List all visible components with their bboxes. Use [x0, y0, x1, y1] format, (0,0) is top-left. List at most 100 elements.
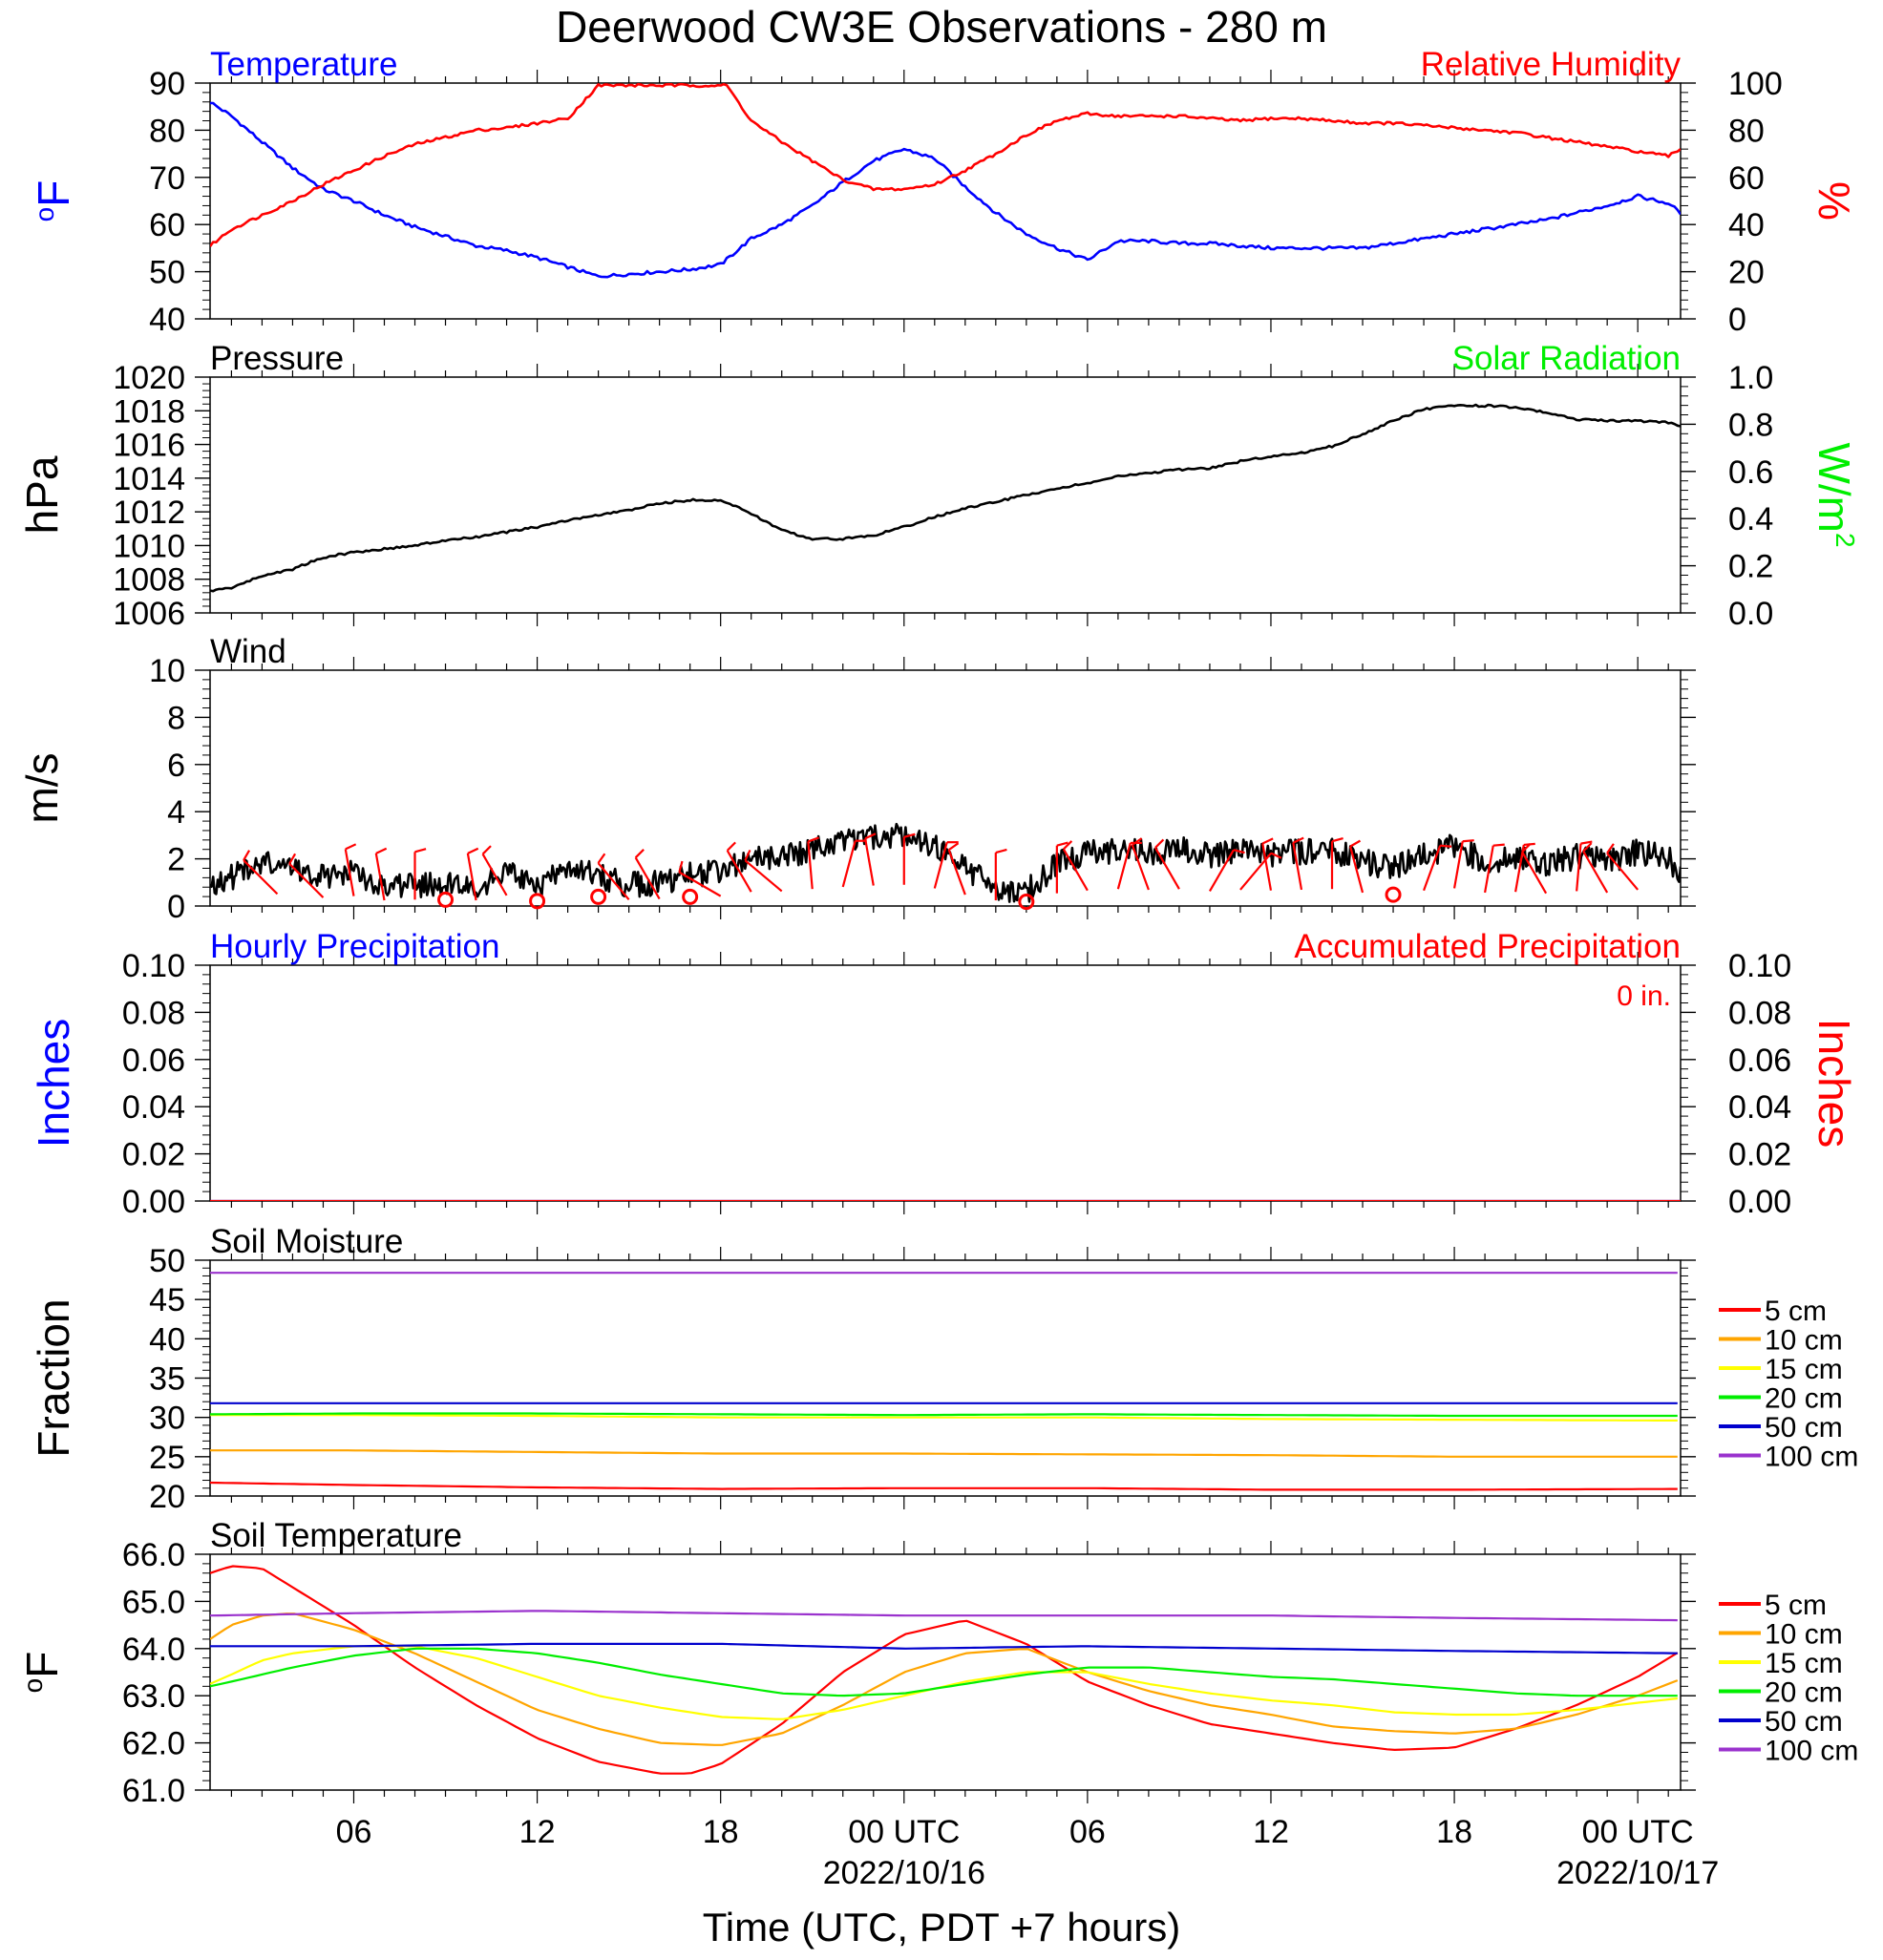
- y-tick-label: 40: [149, 1321, 185, 1358]
- wind-barb: [1292, 842, 1303, 891]
- wind-barb: [863, 838, 875, 886]
- series-line-100-cm: [210, 1610, 1678, 1622]
- y2-tick-label: 0.0: [1728, 596, 1773, 632]
- legend-label: 5 cm: [1765, 1296, 1827, 1327]
- series-line-50-cm: [210, 1642, 1678, 1654]
- wind-barb: [344, 849, 355, 896]
- page-title: Deerwood CW3E Observations - 280 m: [556, 2, 1327, 52]
- wind-barb-flag: [807, 836, 820, 843]
- y-tick-label: 66.0: [122, 1537, 185, 1573]
- wind-barb-flag: [903, 832, 916, 838]
- wind-barb-flag: [634, 849, 645, 859]
- x-tick-label: 12: [1253, 1814, 1289, 1850]
- wind-barb-flag: [345, 843, 357, 851]
- series-line-wind: [210, 822, 1681, 903]
- wind-barb: [1062, 848, 1089, 892]
- wind-barb: [1582, 851, 1609, 894]
- y-tick-label: 1006: [113, 596, 185, 632]
- y-tick-label: 6: [167, 748, 185, 784]
- wind-barb: [1484, 845, 1494, 894]
- panel-title-left: Soil Temperature: [210, 1517, 462, 1554]
- wind-barb: [243, 859, 279, 896]
- y-axis-unit-right: %: [1809, 181, 1859, 221]
- wind-calm-marker: [529, 893, 546, 910]
- y-tick-label: 63.0: [122, 1678, 185, 1715]
- y-tick-label: 45: [149, 1282, 185, 1318]
- y2-tick-label: 60: [1728, 160, 1765, 197]
- y2-tick-label: 0.2: [1728, 549, 1773, 585]
- plot-frame: [209, 669, 1682, 907]
- x-tick-label: 06: [336, 1814, 372, 1850]
- panel-title-left: Hourly Precipitation: [210, 928, 499, 965]
- wind-barb-flag: [726, 841, 736, 852]
- panel-title-left: Soil Moisture: [210, 1223, 403, 1260]
- y-tick-label: 90: [149, 66, 185, 102]
- plot-frame: [209, 376, 1682, 614]
- y-tick-label: 65.0: [122, 1584, 185, 1620]
- wind-barb: [597, 862, 630, 901]
- y-tick-label: 30: [149, 1401, 185, 1437]
- series-group: [210, 822, 1681, 903]
- y2-tick-label: 80: [1728, 113, 1765, 149]
- y-tick-label: 64.0: [122, 1632, 185, 1668]
- wind-barb: [1208, 849, 1235, 892]
- wind-barb: [634, 856, 661, 900]
- legend-label: 15 cm: [1765, 1648, 1843, 1679]
- panel-title-right: Accumulated Precipitation: [1294, 928, 1681, 965]
- y-tick-label: 0.02: [122, 1137, 185, 1173]
- y-tick-label: 70: [149, 160, 185, 197]
- wind-barb: [1116, 842, 1132, 890]
- wind-barb-flag: [597, 853, 606, 864]
- wind-barb-flag: [1292, 836, 1304, 844]
- wind-barb: [744, 859, 783, 893]
- y2-tick-label: 0.04: [1728, 1089, 1791, 1126]
- x-axis-label: Time (UTC, PDT +7 hours): [703, 1905, 1181, 1949]
- series-line-relative-humidity: [210, 83, 1681, 247]
- wind-barb-flag: [995, 848, 1007, 854]
- plot-frame: [209, 964, 1682, 1202]
- y2-tick-label: 100: [1728, 66, 1783, 102]
- y2-tick-label: 0.4: [1728, 501, 1773, 537]
- series-group: [210, 1272, 1678, 1491]
- wind-barb-flag: [1492, 843, 1505, 847]
- wind-barb-flag: [678, 860, 684, 873]
- y-axis-unit-left: Inches: [29, 1019, 78, 1149]
- wind-barb-flag: [864, 832, 877, 840]
- y-tick-label: 0.06: [122, 1043, 185, 1079]
- wind-calm-marker: [1385, 886, 1402, 903]
- x-tick-date-label: 2022/10/17: [1556, 1855, 1719, 1891]
- wind-barb: [1261, 843, 1273, 891]
- y-tick-label: 1012: [113, 495, 185, 531]
- wind-barb: [1153, 847, 1180, 890]
- y-tick-label: 61.0: [122, 1773, 185, 1809]
- wind-calm-marker: [1018, 894, 1035, 911]
- series-group: [210, 83, 1681, 279]
- wind-barb-flag: [481, 845, 492, 855]
- unit-letter: F: [17, 1652, 67, 1678]
- panel-title-left: Wind: [210, 633, 286, 670]
- wind-barb-flag: [243, 850, 251, 861]
- wind-barb: [807, 841, 814, 890]
- wind-barb-flag: [1154, 838, 1165, 849]
- unit-main: W/m: [1809, 442, 1859, 533]
- plot-frame: [209, 82, 1682, 320]
- y2-tick-label: 0: [1728, 302, 1746, 338]
- panel-title-left: Pressure: [210, 340, 344, 377]
- wind-barb-flag: [1521, 843, 1532, 854]
- wind-barb-flag: [375, 847, 388, 854]
- y-tick-label: 2: [167, 842, 185, 878]
- wind-calm-marker: [590, 888, 607, 905]
- panel-6: 61.0 62.0 63.0 64.0 65.0 66.0 Soil Temperature…: [17, 1517, 1858, 1809]
- unit-letter: F: [29, 180, 78, 207]
- legend-label: 5 cm: [1765, 1590, 1827, 1621]
- wind-barb-flag: [744, 849, 751, 861]
- x-tick-label: 00 UTC: [848, 1814, 960, 1850]
- y-tick-label: 0.10: [122, 948, 185, 984]
- legend-label: 10 cm: [1765, 1619, 1843, 1651]
- y-tick-label: 1014: [113, 461, 185, 497]
- wind-barb: [374, 853, 386, 901]
- plot-frame: [209, 1553, 1682, 1791]
- panel-title-right: Solar Radiation: [1452, 340, 1681, 377]
- panel-3: 0 2 4 6 8 10 Wind m/s: [17, 633, 1696, 925]
